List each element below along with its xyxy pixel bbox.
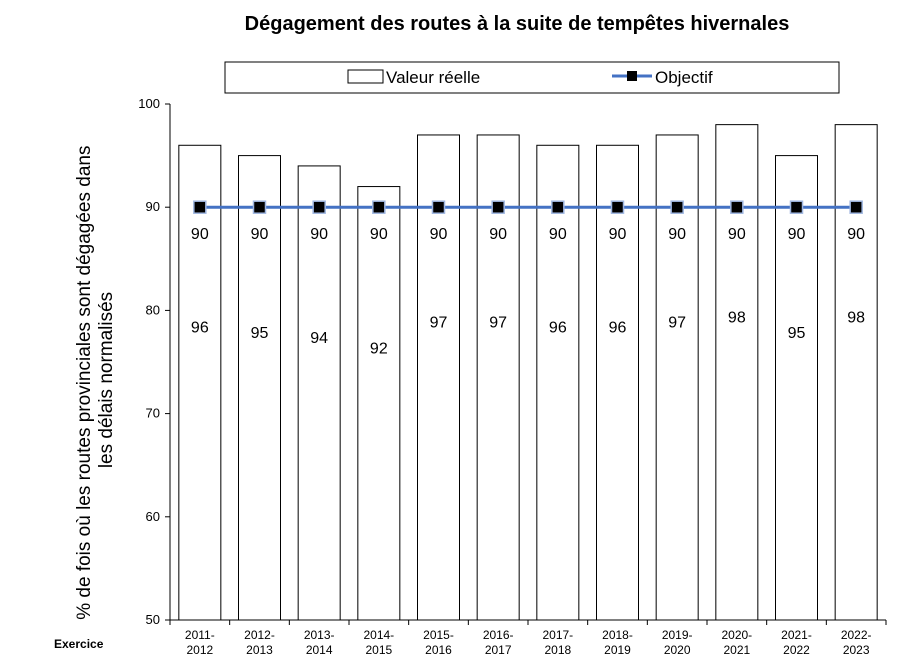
x-tick-label-4: 2015-2016 <box>423 628 454 657</box>
bar-0 <box>178 144 222 621</box>
bar-value-label-11: 98 <box>847 309 865 326</box>
target-marker-10 <box>789 200 804 214</box>
legend-box <box>224 61 840 94</box>
x-tick-label-3: 2014-2015 <box>363 628 394 657</box>
y-tick-label-0: 50 <box>146 612 160 627</box>
bar-value-label-9: 98 <box>728 309 746 326</box>
bar-value-label-6: 96 <box>549 320 567 337</box>
bar-value-label-3: 92 <box>370 340 388 357</box>
bar-value-label-4: 97 <box>430 314 448 331</box>
target-value-label-1: 90 <box>251 226 269 243</box>
target-value-label-8: 90 <box>668 226 686 243</box>
y-tick-label-4: 90 <box>146 199 160 214</box>
x-tick-label-2: 2013-2014 <box>304 628 335 657</box>
target-marker-0 <box>193 200 207 214</box>
target-value-label-3: 90 <box>370 226 388 243</box>
data-labels-layer: 90 90 90 90 90 90 90 90 90 90 90 90 96 95 94 92 97 97 96 96… <box>191 226 865 357</box>
legend-swatch-marker <box>627 71 637 81</box>
axes-layer: 50 60 70 80 90 100 2011-2012 2012-2013 2013-2014… <box>138 96 887 657</box>
bar-value-label-5: 97 <box>489 314 507 331</box>
target-marker-7 <box>610 200 625 214</box>
target-marker-5 <box>491 200 505 214</box>
target-value-label-4: 90 <box>430 226 448 243</box>
bar-7 <box>596 144 639 621</box>
bar-value-label-2: 94 <box>310 330 328 347</box>
target-value-label-5: 90 <box>489 226 507 243</box>
target-marker-2 <box>312 200 326 214</box>
bar-value-label-8: 97 <box>668 314 686 331</box>
y-tick-label-5: 100 <box>138 96 160 111</box>
bar-value-label-1: 95 <box>251 325 269 342</box>
bar-5 <box>476 134 520 621</box>
x-tick-label-9: 2020-2021 <box>721 628 752 657</box>
bar-9 <box>715 124 759 621</box>
target-marker-3 <box>372 200 386 214</box>
y-axis-label: % de fois où les routes provinciales son… <box>74 140 117 620</box>
target-marker-4 <box>431 200 446 214</box>
chart-title: Dégagement des routes à la suite de temp… <box>245 13 790 35</box>
bar-3 <box>357 186 401 621</box>
x-tick-label-7: 2018-2019 <box>602 628 633 657</box>
bar-value-label-10: 95 <box>788 325 806 342</box>
bar-2 <box>297 165 341 621</box>
bar-10 <box>775 155 818 621</box>
bars-layer <box>178 124 878 621</box>
legend-label-line: Objectif <box>655 68 713 87</box>
legend-swatch-bar <box>347 69 384 84</box>
x-axis-label: Exercice <box>54 637 104 651</box>
x-tick-label-11: 2022-2023 <box>841 628 872 657</box>
target-marker-8 <box>670 200 684 214</box>
x-tick-label-10: 2021-2022 <box>781 628 812 657</box>
target-marker-11 <box>849 200 863 214</box>
target-value-label-2: 90 <box>310 226 328 243</box>
y-tick-label-3: 80 <box>146 302 160 317</box>
x-tick-label-8: 2019-2020 <box>662 628 693 657</box>
y-tick-label-2: 70 <box>146 406 160 421</box>
x-tick-label-0: 2011-2012 <box>185 628 215 657</box>
target-value-label-11: 90 <box>847 226 865 243</box>
x-tick-label-6: 2017-2018 <box>542 628 573 657</box>
target-marker-1 <box>252 200 267 214</box>
target-line-layer <box>193 200 863 214</box>
target-value-label-7: 90 <box>609 226 627 243</box>
bar-value-label-0: 96 <box>191 320 209 337</box>
legend: Valeur réelle Objectif <box>224 61 840 94</box>
target-value-label-9: 90 <box>728 226 746 243</box>
x-tick-label-5: 2016-2017 <box>483 628 514 657</box>
target-marker-6 <box>551 200 565 214</box>
bar-8 <box>655 134 699 621</box>
target-marker-9 <box>730 200 744 214</box>
bar-value-label-7: 96 <box>609 320 627 337</box>
y-tick-label-1: 60 <box>146 509 160 524</box>
bar-6 <box>536 144 580 621</box>
target-value-label-0: 90 <box>191 226 209 243</box>
x-tick-label-1: 2012-2013 <box>244 628 275 657</box>
target-value-label-6: 90 <box>549 226 567 243</box>
legend-label-bar: Valeur réelle <box>386 68 480 87</box>
target-value-label-10: 90 <box>788 226 806 243</box>
bar-11 <box>834 124 878 621</box>
